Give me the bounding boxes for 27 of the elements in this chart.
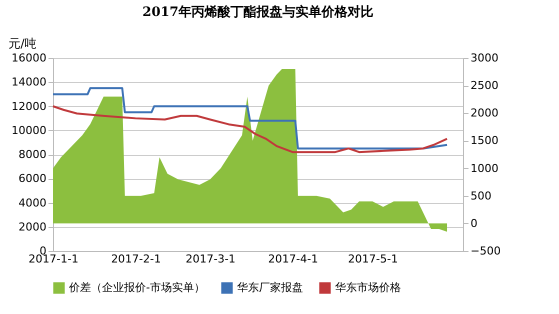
- x-tick-label: 2017-5-1: [348, 252, 398, 266]
- y-tick-label: 10000: [12, 124, 46, 137]
- legend-label: 华东市场价格: [335, 281, 401, 294]
- legend-label: 价差（企业报价-市场实单）: [68, 281, 205, 294]
- x-tick-label: 2017-3-1: [186, 252, 236, 266]
- y-tick-label: 8000: [18, 148, 46, 161]
- y-tick-label: 16000: [12, 52, 46, 64]
- y2-tick-label: 1000: [470, 162, 498, 175]
- y-tick-label: 6000: [18, 172, 46, 186]
- line-series: [52, 105, 448, 154]
- chart-title: 2017年丙烯酸丁酯报盘与实单价格对比: [142, 4, 374, 20]
- line-series: [52, 87, 448, 150]
- y-tick-label: 14000: [12, 76, 46, 89]
- y2-tick-label: 2500: [470, 79, 498, 92]
- x-tick-label: 2017-2-1: [111, 252, 161, 266]
- y2-tick-label: 1500: [470, 134, 498, 148]
- y2-tick-label: 0: [470, 216, 478, 230]
- y2-tick-label: 500: [470, 189, 492, 202]
- legend-label: 华东厂家报盘: [237, 281, 303, 294]
- y-axis-title: 元/吨: [8, 36, 37, 50]
- y-tick-label: 2000: [18, 220, 46, 234]
- y-tick-label: 4000: [18, 196, 46, 210]
- y2-tick-label: −500: [470, 244, 501, 258]
- x-tick-label: 2017-4-1: [268, 252, 318, 266]
- y2-tick-label: 2000: [470, 106, 498, 120]
- y-tick-label: 12000: [12, 100, 46, 113]
- y2-tick-label: 3000: [470, 52, 498, 64]
